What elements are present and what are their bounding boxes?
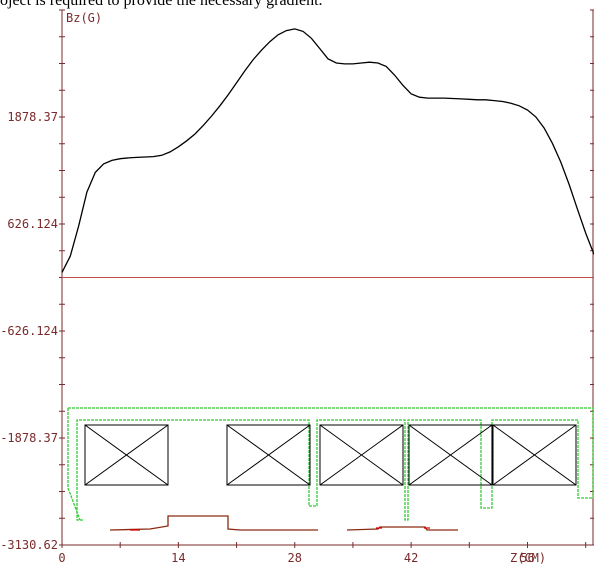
coil-box-5 xyxy=(492,424,577,486)
y-tick-label: 1878.37 xyxy=(7,110,58,124)
coil-boxes xyxy=(84,424,577,486)
x-tick-label: 42 xyxy=(404,551,418,565)
coil-box-3 xyxy=(319,424,404,486)
vacuum-chamber-outline xyxy=(67,407,594,521)
y-axis-title: Bz(G) xyxy=(66,11,102,25)
x-tick-label: 56 xyxy=(520,551,534,565)
y-tick-label: -3130.62 xyxy=(0,538,58,552)
x-tick-label: 28 xyxy=(288,551,302,565)
y-tick-label: -626.124 xyxy=(0,324,58,338)
bz-field-curve xyxy=(61,28,594,273)
coil-box-2 xyxy=(226,424,311,486)
y-tick-label: 626.124 xyxy=(7,217,58,231)
lower-trace-segment-2 xyxy=(346,526,458,531)
lower-trace-segment-1 xyxy=(109,515,318,531)
x-tick-label: 0 xyxy=(58,551,65,565)
x-ticks: 0 14 28 42 56 xyxy=(58,542,587,565)
coil-box-1 xyxy=(84,424,169,486)
y-tick-label: -1878.37 xyxy=(0,431,58,445)
magnet-geometry xyxy=(67,407,594,531)
coil-box-4 xyxy=(408,424,493,486)
x-axis-title: Z(CM) xyxy=(510,551,546,565)
x-tick-label: 14 xyxy=(171,551,185,565)
y-ticks: 1878.37 626.124 -626.124 -1878.37 -3130.62 xyxy=(0,9,594,552)
caption-text-fragment: oject is required to provide the necessa… xyxy=(0,0,323,9)
lower-trace xyxy=(109,515,458,531)
